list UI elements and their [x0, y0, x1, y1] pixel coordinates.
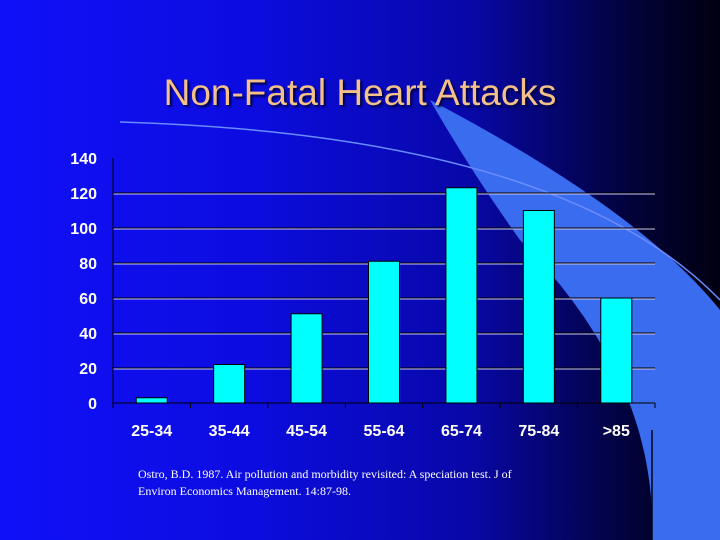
bars [135, 187, 633, 404]
x-tick-label: >85 [603, 423, 630, 440]
x-tick-label: 35-44 [209, 423, 250, 440]
bar [445, 187, 478, 404]
x-tick-label: 55-64 [364, 423, 405, 440]
y-tick-label: 0 [88, 396, 97, 413]
y-tick-label: 100 [70, 221, 97, 238]
accent-line [119, 121, 720, 301]
bar [135, 397, 168, 404]
y-tick-label: 140 [70, 151, 97, 168]
bar [290, 313, 323, 404]
bar [600, 297, 633, 404]
x-tick-label: 45-54 [286, 423, 327, 440]
x-tick-label: 65-74 [441, 423, 482, 440]
citation-line-2: Environ Economics Management. 14:87-98. [138, 484, 351, 498]
citation: Ostro, B.D. 1987. Air pollution and morb… [138, 466, 608, 500]
accent-sweep [430, 100, 720, 540]
y-tick-label: 60 [79, 291, 97, 308]
bar [368, 260, 400, 404]
axes [112, 158, 656, 408]
x-tick-labels: 25-34 35-44 45-54 55-64 65-74 75-84 >85 [131, 423, 630, 440]
y-tick-label: 40 [79, 326, 97, 343]
bar [213, 364, 246, 404]
y-tick-label: 20 [79, 361, 97, 378]
y-tick-label: 80 [79, 256, 97, 273]
slide-title: Non-Fatal Heart Attacks [163, 72, 557, 113]
x-tick-label: 25-34 [131, 423, 172, 440]
bar [522, 210, 555, 404]
citation-line-1: Ostro, B.D. 1987. Air pollution and morb… [138, 467, 512, 481]
y-tick-label: 120 [70, 186, 97, 203]
y-tick-labels: 0 20 40 60 80 100 120 140 [70, 151, 97, 413]
x-tick-label: 75-84 [518, 423, 559, 440]
